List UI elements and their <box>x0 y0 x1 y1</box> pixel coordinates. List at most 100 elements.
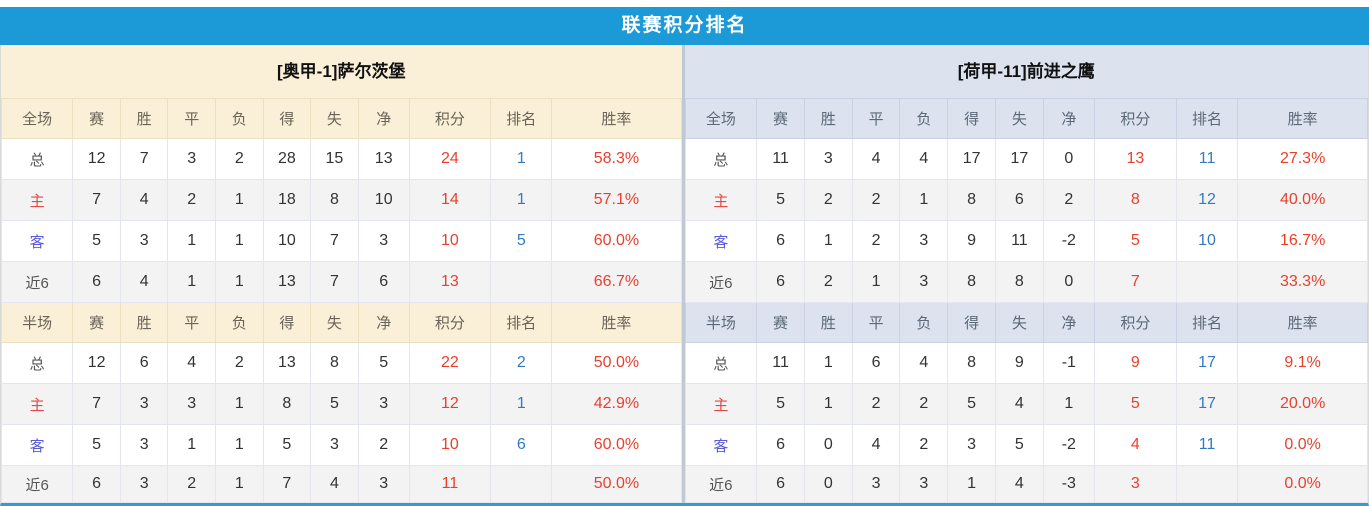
row-label: 近6 <box>0 261 74 303</box>
stat-cell: 13 <box>262 261 312 303</box>
stats-table: 全场赛胜平负得失净积分 排名 胜率总 11 3 4 4 17 17 0 13 11 27.3% 主 5 2 2 1… <box>684 98 1369 503</box>
stat-cell: 11 <box>756 342 805 384</box>
stat-cell: 10 <box>357 179 410 221</box>
table-row: 总 11 3 4 4 17 17 0 13 11 27.3% <box>684 138 1368 180</box>
stat-cell: 1 <box>167 220 217 262</box>
win-rate-cell: 50.0% <box>551 342 682 384</box>
stat-cell: 11 <box>756 138 805 180</box>
table-row: 客 6 1 2 3 9 11 -2 5 10 16.7% <box>684 220 1368 262</box>
stat-cell: -2 <box>1042 424 1095 466</box>
column-header: 赛 <box>756 98 805 139</box>
win-rate-cell: 50.0% <box>551 465 682 503</box>
stat-cell: 8 <box>947 342 996 384</box>
stat-cell: 5 <box>994 424 1044 466</box>
column-header: 负 <box>899 302 949 343</box>
stat-cell: 2 <box>357 424 410 466</box>
column-header: 胜率 <box>1237 302 1368 343</box>
team-panel-right: [荷甲-11]前进之鹰 全场赛胜平负得失净积分 排名 胜率总 11 3 4 4 17 17 0 13… <box>684 45 1369 503</box>
row-label: 总 <box>0 138 74 180</box>
stat-cell: 2 <box>899 383 949 425</box>
row-label: 主 <box>684 179 758 221</box>
stat-cell: 1 <box>215 261 264 303</box>
stat-cell: 4 <box>851 138 901 180</box>
stat-cell: 2 <box>803 261 853 303</box>
stat-cell: 3 <box>167 138 217 180</box>
row-label: 总 <box>684 138 758 180</box>
row-label: 客 <box>684 220 758 262</box>
win-rate-cell: 58.3% <box>551 138 682 180</box>
stats-table: 全场赛胜平负得失净积分 排名 胜率总 12 7 3 2 28 15 13 24 1 58.3% 主 7 4 2 1… <box>0 98 682 503</box>
stat-cell: 6 <box>357 261 410 303</box>
stat-cell: 5 <box>72 424 121 466</box>
stat-cell: 8 <box>994 261 1044 303</box>
column-header: 平 <box>851 302 901 343</box>
stat-cell: 7 <box>262 465 312 503</box>
stat-cell: 7 <box>72 383 121 425</box>
stat-cell: 4 <box>119 179 169 221</box>
table-row: 主 7 4 2 1 18 8 10 14 1 57.1% <box>0 179 682 221</box>
stat-cell: 8 <box>262 383 312 425</box>
points-cell: 5 <box>1093 220 1177 262</box>
column-header: 胜率 <box>551 98 682 139</box>
points-cell: 4 <box>1093 424 1177 466</box>
scope-header: 全场 <box>684 98 758 139</box>
stat-cell: 8 <box>310 179 359 221</box>
table-row: 客 5 3 1 1 5 3 2 10 6 60.0% <box>0 424 682 466</box>
table-row: 近6 6 4 1 1 13 7 6 13 66.7% <box>0 261 682 303</box>
stat-cell: 0 <box>803 465 853 503</box>
column-header: 净 <box>357 98 410 139</box>
win-rate-cell: 0.0% <box>1237 465 1368 503</box>
column-header: 积分 <box>1093 302 1177 343</box>
stat-cell: 2 <box>1042 179 1095 221</box>
rank-cell <box>1175 465 1239 503</box>
stat-cell: 2 <box>167 179 217 221</box>
column-header: 负 <box>215 302 264 343</box>
column-header: 胜率 <box>1237 98 1368 139</box>
stat-cell: 7 <box>72 179 121 221</box>
win-rate-cell: 57.1% <box>551 179 682 221</box>
points-cell: 13 <box>408 261 492 303</box>
rank-cell: 10 <box>1175 220 1239 262</box>
section-header-row: 半场赛胜平负得失净积分 排名 胜率 <box>684 302 1368 343</box>
stat-cell: 3 <box>851 465 901 503</box>
top-strip <box>0 0 1369 7</box>
table-row: 总 12 6 4 2 13 8 5 22 2 50.0% <box>0 342 682 384</box>
points-cell: 5 <box>1093 383 1177 425</box>
stat-cell: 5 <box>357 342 410 384</box>
points-cell: 7 <box>1093 261 1177 303</box>
stat-cell: 2 <box>851 179 901 221</box>
rank-cell: 17 <box>1175 342 1239 384</box>
stat-cell: 1 <box>803 383 853 425</box>
stat-cell: 6 <box>756 261 805 303</box>
column-header: 排名 <box>490 302 553 343</box>
table-row: 客 6 0 4 2 3 5 -2 4 11 0.0% <box>684 424 1368 466</box>
stat-cell: 6 <box>756 220 805 262</box>
stat-cell: 3 <box>899 465 949 503</box>
stat-cell: 3 <box>947 424 996 466</box>
stat-cell: 1 <box>1042 383 1095 425</box>
section-header-row: 半场赛胜平负得失净积分 排名 胜率 <box>0 302 682 343</box>
row-label: 近6 <box>0 465 74 503</box>
stat-cell: 1 <box>215 383 264 425</box>
stat-cell: 5 <box>72 220 121 262</box>
stat-cell: 8 <box>947 179 996 221</box>
column-header: 负 <box>899 98 949 139</box>
stat-cell: 2 <box>215 342 264 384</box>
row-label: 客 <box>0 424 74 466</box>
tables-container: [奥甲-1]萨尔茨堡 全场赛胜平负得失净积分 排名 胜率总 12 7 3 2 28 15 13 24… <box>0 45 1369 506</box>
stat-cell: 2 <box>851 220 901 262</box>
points-cell: 24 <box>408 138 492 180</box>
column-header: 得 <box>262 98 312 139</box>
points-cell: 9 <box>1093 342 1177 384</box>
stat-cell: 3 <box>310 424 359 466</box>
stat-cell: -3 <box>1042 465 1095 503</box>
win-rate-cell: 27.3% <box>1237 138 1368 180</box>
column-header: 胜 <box>119 98 169 139</box>
stat-cell: 13 <box>357 138 410 180</box>
stat-cell: 1 <box>899 179 949 221</box>
points-cell: 14 <box>408 179 492 221</box>
table-row: 近6 6 0 3 3 1 4 -3 3 0.0% <box>684 465 1368 503</box>
points-cell: 22 <box>408 342 492 384</box>
points-cell: 10 <box>408 220 492 262</box>
